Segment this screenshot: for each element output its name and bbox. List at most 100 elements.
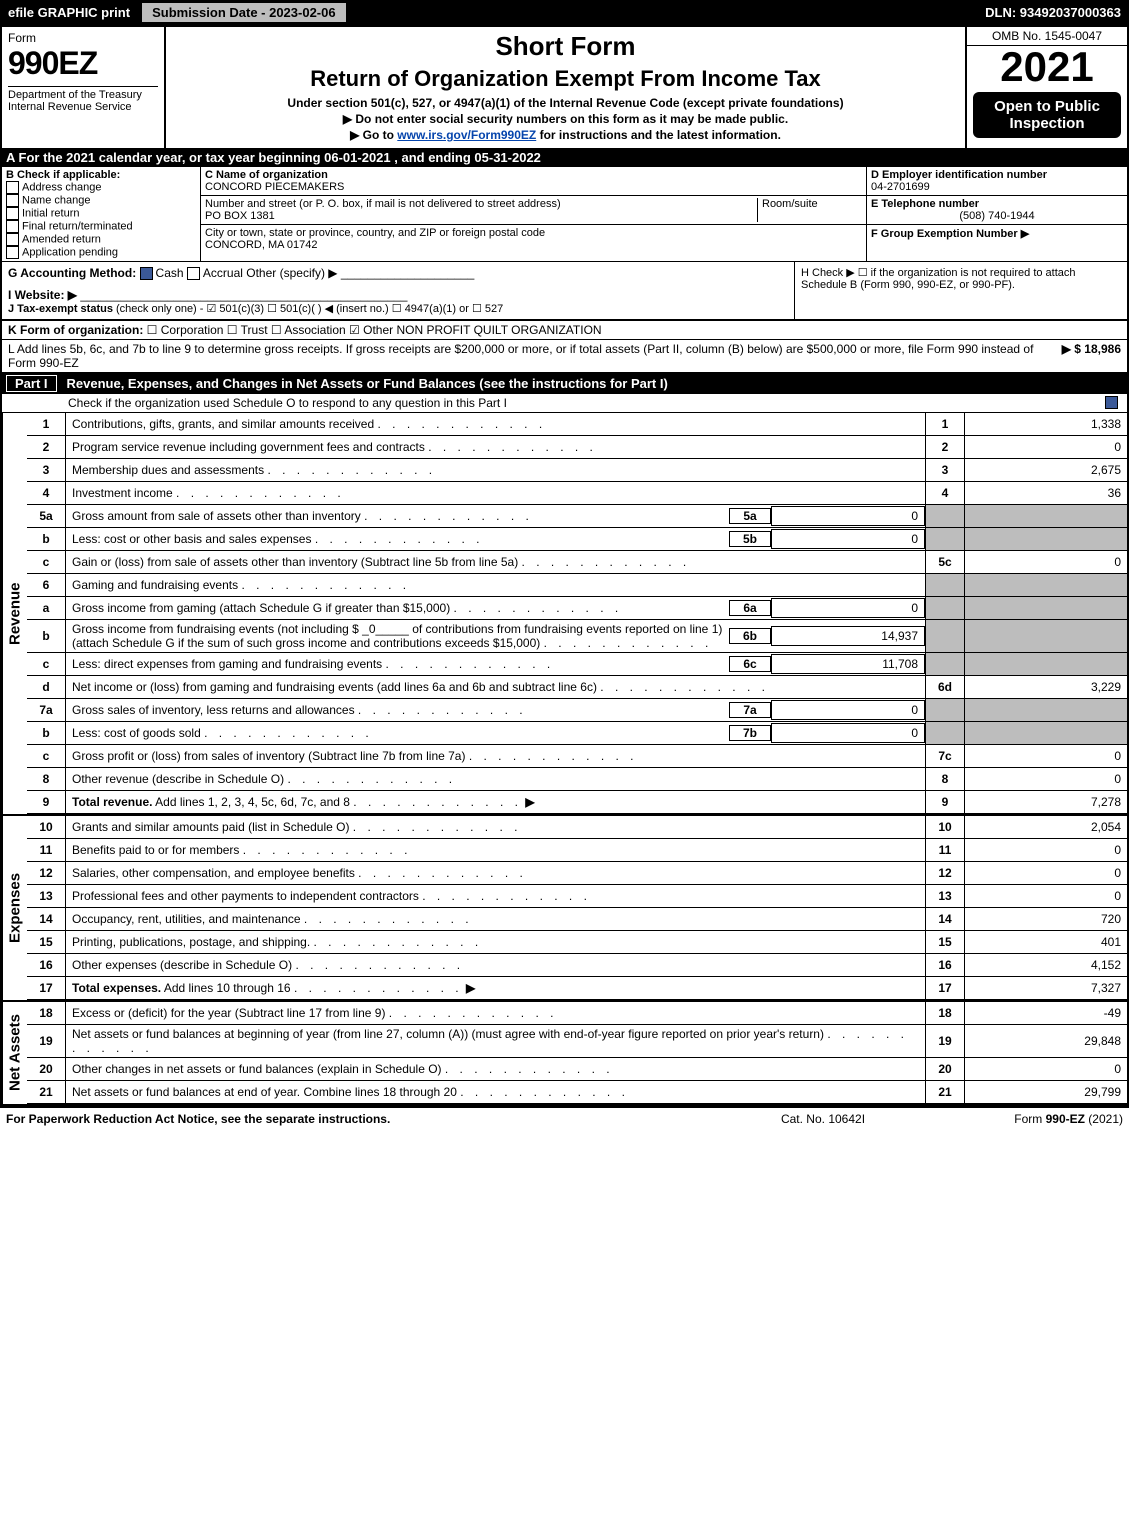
footer-center: Cat. No. 10642I (723, 1112, 923, 1126)
line-val: 1,338 (965, 413, 1127, 435)
street-label: Number and street (or P. O. box, if mail… (205, 198, 561, 210)
checkbox-icon[interactable] (6, 181, 19, 194)
line-row: aGross income from gaming (attach Schedu… (27, 597, 1127, 620)
checkbox-icon[interactable] (6, 194, 19, 207)
line-desc: Total expenses. Add lines 10 through 16 … (66, 979, 925, 997)
line-desc: Grants and similar amounts paid (list in… (66, 818, 925, 836)
footer: For Paperwork Reduction Act Notice, see … (0, 1106, 1129, 1130)
tax-year: 2021 (967, 46, 1127, 88)
expenses-section: Expenses 10Grants and similar amounts pa… (0, 814, 1129, 1000)
opt-name: Name change (6, 194, 196, 207)
line-row: 13Professional fees and other payments t… (27, 885, 1127, 908)
checkbox-icon[interactable] (187, 267, 200, 280)
line-row: bGross income from fundraising events (n… (27, 620, 1127, 653)
line-box: 18 (925, 1002, 965, 1024)
sub-val: 0 (771, 598, 925, 618)
grey-val (965, 505, 1127, 527)
line-box: 11 (925, 839, 965, 861)
line-box: 13 (925, 885, 965, 907)
line-num: 6 (27, 574, 66, 596)
sub-box: 7b (729, 725, 771, 741)
sub-box: 5a (729, 508, 771, 524)
line-box: 16 (925, 954, 965, 976)
box-i-label: I Website: ▶ (8, 288, 77, 302)
checkbox-icon[interactable] (1105, 396, 1118, 409)
short-form-title: Short Form (170, 31, 961, 62)
line-num: 17 (27, 977, 66, 999)
sub-val: 11,708 (771, 654, 925, 674)
line-num: a (27, 597, 66, 619)
line-val: -49 (965, 1002, 1127, 1024)
grey-val (965, 528, 1127, 550)
goto-post: for instructions and the latest informat… (536, 128, 781, 142)
line-desc: Other revenue (describe in Schedule O) .… (66, 770, 925, 788)
line-desc: Printing, publications, postage, and shi… (66, 933, 925, 951)
grey-box (925, 620, 965, 652)
sub-val: 0 (771, 506, 925, 526)
irs-link[interactable]: www.irs.gov/Form990EZ (397, 128, 536, 142)
irs-label: Internal Revenue Service (8, 101, 158, 113)
line-num: d (27, 676, 66, 698)
dln-label: DLN: 93492037000363 (985, 5, 1129, 20)
line-num: 16 (27, 954, 66, 976)
org-name: CONCORD PIECEMAKERS (205, 181, 344, 193)
cash-label: Cash (156, 266, 184, 280)
line-desc: Net assets or fund balances at beginning… (66, 1025, 925, 1057)
box-j-label: J Tax-exempt status (8, 303, 113, 315)
opt-initial: Initial return (6, 207, 196, 220)
line-val: 2,054 (965, 816, 1127, 838)
box-j: J Tax-exempt status (check only one) - ☑… (8, 302, 788, 315)
box-l-amount: ▶ $ 18,986 (1062, 342, 1121, 370)
line-row: cLess: direct expenses from gaming and f… (27, 653, 1127, 676)
line-num: b (27, 620, 66, 652)
box-l-text: L Add lines 5b, 6c, and 7b to line 9 to … (8, 342, 1062, 370)
line-val: 29,799 (965, 1081, 1127, 1103)
line-row: 9Total revenue. Add lines 1, 2, 3, 4, 5c… (27, 791, 1127, 814)
form-header: Form 990EZ Department of the Treasury In… (0, 24, 1129, 148)
line-box: 2 (925, 436, 965, 458)
line-row: 3Membership dues and assessments . . . .… (27, 459, 1127, 482)
line-row: 18Excess or (deficit) for the year (Subt… (27, 1002, 1127, 1025)
checkbox-icon[interactable] (6, 207, 19, 220)
section-a-bar: A For the 2021 calendar year, or tax yea… (0, 148, 1129, 167)
line-val: 0 (965, 885, 1127, 907)
checkbox-icon[interactable] (6, 246, 19, 259)
open-public-badge: Open to Public Inspection (973, 92, 1121, 138)
line-desc: Net income or (loss) from gaming and fun… (66, 678, 925, 696)
row-gh: G Accounting Method: Cash Accrual Other … (0, 261, 1129, 321)
box-j-text: (check only one) - ☑ 501(c)(3) ☐ 501(c)(… (116, 303, 503, 315)
line-val: 720 (965, 908, 1127, 930)
header-left: Form 990EZ Department of the Treasury In… (2, 27, 166, 148)
line-desc: Other changes in net assets or fund bala… (66, 1060, 925, 1078)
line-val: 7,327 (965, 977, 1127, 999)
checkbox-icon[interactable] (6, 233, 19, 246)
line-num: 8 (27, 768, 66, 790)
line-val: 0 (965, 839, 1127, 861)
return-title: Return of Organization Exempt From Incom… (170, 66, 961, 92)
city-label: City or town, state or province, country… (205, 227, 545, 239)
goto-note: ▶ Go to www.irs.gov/Form990EZ for instru… (170, 128, 961, 142)
line-val: 0 (965, 436, 1127, 458)
netassets-vert-label: Net Assets (2, 1002, 27, 1104)
line-num: b (27, 528, 66, 550)
line-desc: Contributions, gifts, grants, and simila… (66, 415, 925, 433)
line-desc: Net assets or fund balances at end of ye… (66, 1083, 925, 1101)
checkbox-icon[interactable] (140, 267, 153, 280)
part1-title: Revenue, Expenses, and Changes in Net As… (57, 376, 1123, 391)
line-num: 2 (27, 436, 66, 458)
line-box: 21 (925, 1081, 965, 1103)
line-row: 15Printing, publications, postage, and s… (27, 931, 1127, 954)
line-val: 7,278 (965, 791, 1127, 813)
line-num: b (27, 722, 66, 744)
phone-value: (508) 740-1944 (871, 210, 1123, 222)
line-desc: Gross amount from sale of assets other t… (66, 507, 729, 525)
line-num: 3 (27, 459, 66, 481)
line-box: 19 (925, 1025, 965, 1057)
line-row: 6Gaming and fundraising events . . . . .… (27, 574, 1127, 597)
checkbox-icon[interactable] (6, 220, 19, 233)
sub-val: 14,937 (771, 626, 925, 646)
form-word: Form (8, 31, 158, 45)
ssn-note: ▶ Do not enter social security numbers o… (170, 112, 961, 126)
opt-address: Address change (6, 181, 196, 194)
box-c-label: C Name of organization (205, 169, 328, 181)
